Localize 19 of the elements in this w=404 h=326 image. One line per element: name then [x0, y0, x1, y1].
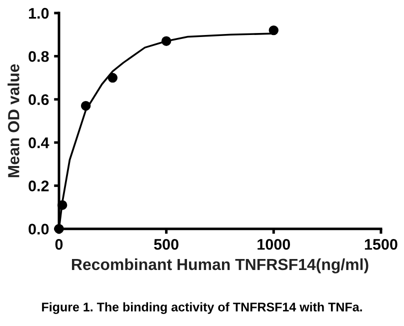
y-axis-title: Mean OD value: [8, 64, 20, 178]
point: [57, 200, 68, 210]
x-tick-label: 1000: [258, 238, 290, 250]
y-tick-label: 0.0: [28, 224, 49, 235]
point: [54, 224, 64, 234]
x-tick-label: 0: [55, 238, 63, 250]
y-tick-label: 1.0: [28, 8, 49, 19]
point: [80, 100, 91, 111]
y-tick-label: 0.2: [28, 180, 49, 192]
caption: Figure 1. The binding activity of TNFRSF14 with TNFa.: [42, 302, 362, 314]
point: [161, 36, 172, 46]
x-axis-title: Recombinant Human TNFRSF14(ng/ml): [72, 258, 368, 274]
x-tick-label: 500: [154, 238, 178, 250]
point: [268, 25, 279, 36]
point: [108, 72, 118, 83]
y-tick-label: 0.8: [28, 51, 49, 62]
y-tick-label: 0.4: [28, 137, 50, 148]
x-tick-label: 1500: [364, 238, 398, 250]
y-tick-label: 0.6: [28, 94, 49, 106]
